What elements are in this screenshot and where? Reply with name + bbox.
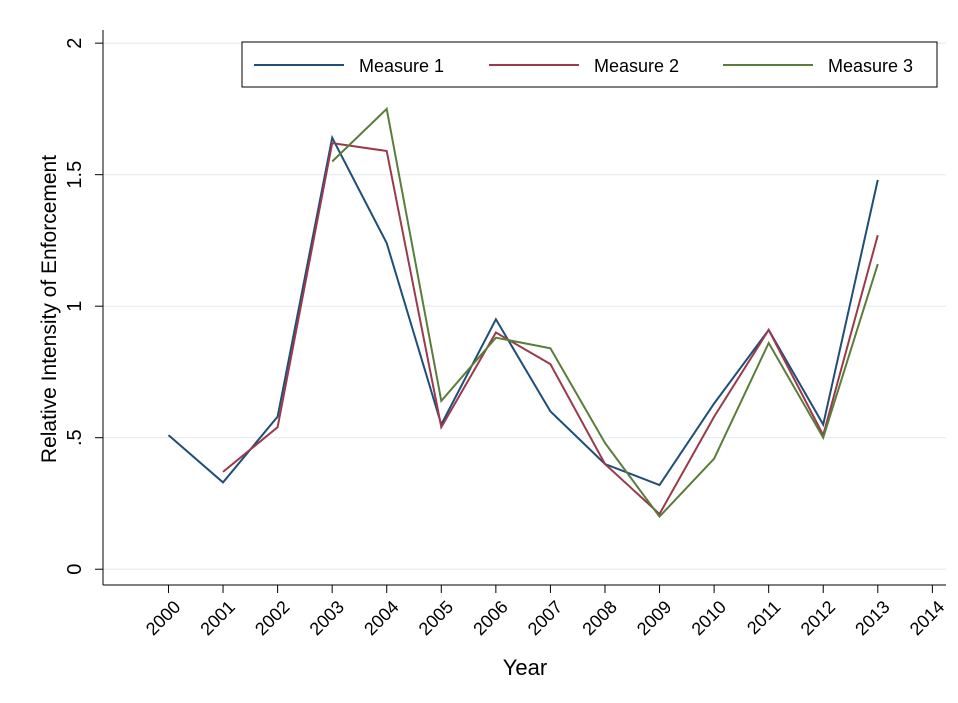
legend-label: Measure 2: [594, 56, 679, 76]
y-tick-label: .5: [64, 429, 86, 446]
series-line: [331, 106, 879, 519]
legend-box: [241, 41, 938, 88]
y-tick-label: 0: [64, 564, 86, 575]
legend-label: Measure 3: [828, 56, 913, 76]
gridlines: [103, 42, 946, 570]
y-tick-label: 2: [64, 38, 86, 49]
legend: Measure 1 Measure 2 Measure 3: [241, 41, 938, 88]
series-line: [222, 141, 879, 516]
x-axis-label: Year: [503, 655, 547, 680]
y-tick-label: 1: [64, 301, 86, 312]
y-axis-label: Relative Intensity of Enforcement: [38, 155, 61, 463]
series-lines: [167, 106, 879, 519]
series-line: [167, 134, 879, 487]
legend-label: Measure 1: [359, 56, 444, 76]
y-tick-label: 1.5: [64, 161, 86, 189]
